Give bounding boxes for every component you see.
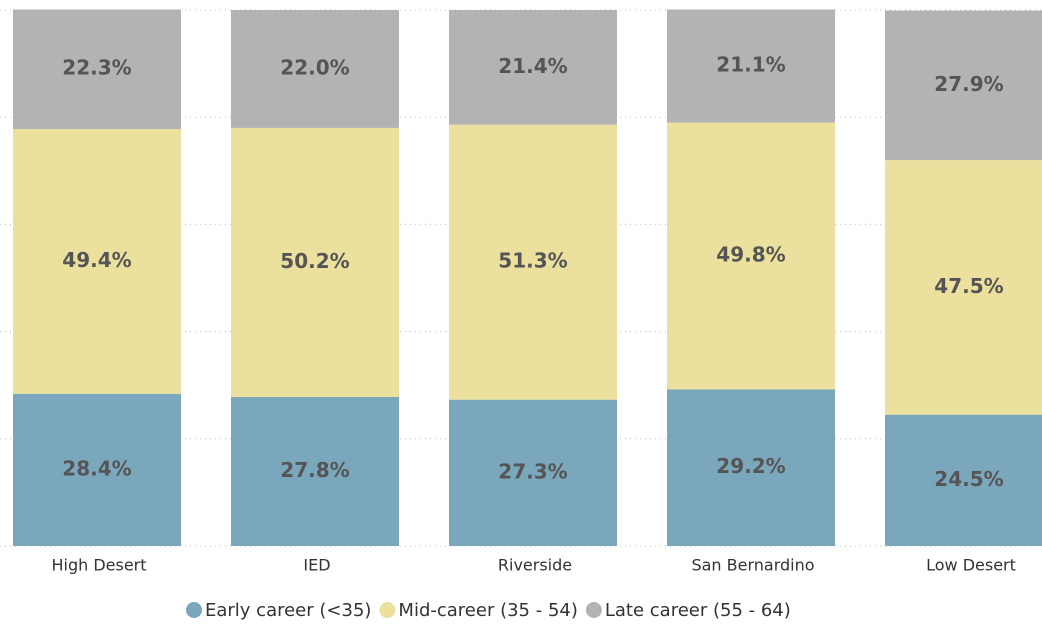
data-label: 49.8% [716, 243, 785, 267]
data-label: 21.1% [716, 53, 785, 77]
data-label: 21.4% [498, 54, 567, 78]
bar-segment [449, 10, 617, 125]
x-tick-label: IED [303, 556, 330, 575]
bar-segment [885, 160, 1042, 415]
bar-segment [885, 414, 1042, 546]
legend-marker [379, 602, 396, 618]
bar-segment [667, 9, 835, 123]
bar-segment [885, 10, 1042, 161]
bar-segment [231, 127, 399, 397]
data-label: 28.4% [62, 456, 131, 480]
bar-segment [667, 389, 835, 546]
x-tick-label: Low Desert [926, 556, 1016, 575]
data-label: 47.5% [934, 274, 1003, 298]
bar-segment [231, 10, 399, 128]
x-tick-label: San Bernardino [691, 556, 814, 575]
data-label: 27.3% [498, 459, 567, 483]
data-label: 27.8% [280, 458, 349, 482]
bar-segment [13, 9, 181, 129]
bar-segment [667, 122, 835, 390]
legend-marker [186, 602, 202, 618]
legend-label: Early career (<35) [205, 600, 371, 621]
data-label: 22.0% [280, 55, 349, 79]
bar-segment [449, 124, 617, 400]
bar-segment [13, 128, 181, 394]
legend-label: Mid-career (35 - 54) [398, 600, 577, 621]
x-tick-label: Riverside [498, 556, 572, 575]
data-label: 27.9% [934, 72, 1003, 96]
data-label: 50.2% [280, 249, 349, 273]
x-tick-label: High Desert [51, 556, 146, 575]
data-label: 29.2% [716, 454, 785, 478]
bar-segment [231, 396, 399, 546]
data-label: 24.5% [934, 467, 1003, 491]
data-label: 51.3% [498, 249, 567, 273]
data-label: 22.3% [62, 56, 131, 80]
legend-label: Late career (55 - 64) [605, 600, 791, 621]
data-label: 49.4% [62, 248, 131, 272]
legend-marker [585, 602, 602, 618]
bar-segment [449, 399, 617, 546]
bar-segment [13, 393, 181, 546]
